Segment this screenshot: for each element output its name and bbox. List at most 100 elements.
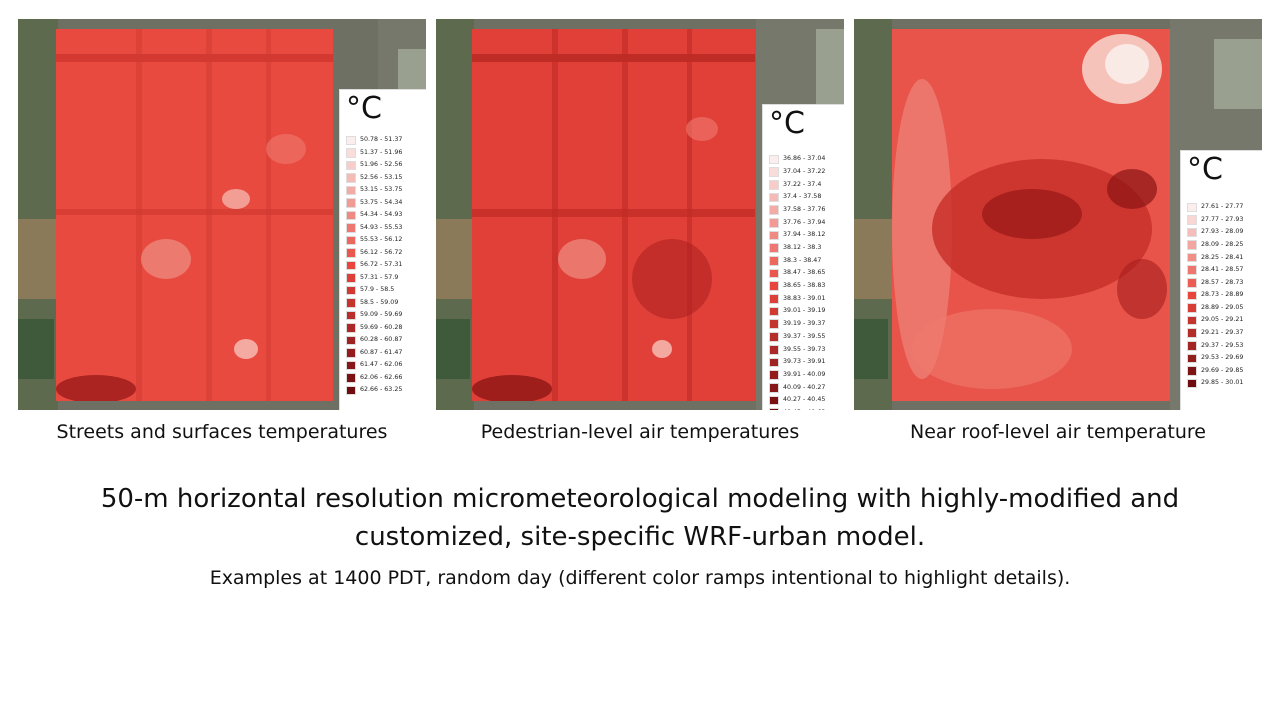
legend-entry: 51.37 - 51.96 [346,147,402,160]
legend-swatch [1187,227,1197,238]
legend-entry: 39.91 - 40.09 [769,369,825,382]
legend-label: 59.09 - 59.69 [360,311,403,319]
legend-swatch [346,260,356,270]
legend-label: 58.5 - 59.09 [360,298,399,306]
legend-label: 27.93 - 28.09 [1201,228,1244,236]
legend-swatch [1187,290,1197,301]
legend-label: 50.78 - 51.37 [360,136,403,144]
legend-entry: 53.15 - 53.75 [346,184,402,197]
heat-overlay [892,29,1170,401]
legend-swatch [769,344,779,355]
legend-label: 37.22 - 37.4 [783,180,822,188]
legend-entry: 62.06 - 62.66 [346,372,402,385]
legend-swatch [769,306,779,317]
legend-entry: 27.77 - 27.93 [1187,214,1243,227]
legend-label: 59.69 - 60.28 [360,323,403,331]
legend-label: 38.47 - 38.65 [783,269,826,277]
legend-entry: 38.47 - 38.65 [769,267,825,280]
legend-label: 29.53 - 29.69 [1201,354,1244,362]
legend-swatch [346,160,356,170]
legend-swatch [346,323,356,333]
legend-label: 29.85 - 30.01 [1201,379,1244,387]
legend-label: 39.19 - 39.37 [783,320,826,328]
legend-label: 39.91 - 40.09 [783,370,826,378]
legend-swatch [1187,303,1197,313]
legend-swatch [1187,341,1197,351]
legend-entry: 51.96 - 52.56 [346,159,402,172]
legend-entry: 28.25 - 28.41 [1187,251,1243,264]
legend-label: 62.06 - 62.66 [360,373,403,381]
legend-swatch [769,319,779,330]
legend-entry: 37.4 - 37.58 [769,191,825,204]
legend-label: 28.25 - 28.41 [1201,253,1244,261]
legend-swatch [769,205,779,215]
heat-overlay [472,29,755,401]
legend-entry: 27.93 - 28.09 [1187,226,1243,239]
legend-swatch [769,154,779,165]
legend-swatch [1187,366,1197,376]
legend-entry: 39.01 - 39.19 [769,305,825,318]
legend-label: 29.37 - 29.53 [1201,341,1244,349]
legend-swatch [346,310,356,320]
legend-label: 37.76 - 37.94 [783,218,826,226]
legend-entry: 50.78 - 51.37 [346,134,402,147]
legend-label: 28.89 - 29.05 [1201,303,1244,311]
legend-swatch [346,348,356,358]
legend-label: 57.9 - 58.5 [360,286,395,294]
legend-label: 51.37 - 51.96 [360,148,403,156]
legend-swatch [1187,240,1197,250]
legend-entry: 58.5 - 59.09 [346,297,402,310]
legend-entry: 56.12 - 56.72 [346,247,402,260]
legend-entry: 28.41 - 28.57 [1187,264,1243,277]
caption-roof: Near roof-level air temperature [910,421,1206,443]
legend-swatch [346,185,356,195]
legend-label: 54.34 - 54.93 [360,211,403,219]
legend-label: 60.28 - 60.87 [360,336,403,344]
legend-entry: 38.65 - 38.83 [769,280,825,293]
legend-entry: 55.53 - 56.12 [346,234,402,247]
legend-swatch [769,370,779,380]
pedestrian-temperature-map: °C 36.86 - 37.04 37.04 - 37.22 37.22 - 37.… [436,19,844,410]
legend-swatch [346,135,356,145]
legend-entry: 28.73 - 28.89 [1187,289,1243,302]
legend-swatch [346,373,356,383]
legend-label: 53.75 - 54.34 [360,198,403,206]
legend-swatch [769,382,779,393]
legend: °C 36.86 - 37.04 37.04 - 37.22 37.22 - 37.… [762,104,844,410]
legend-entry: 29.85 - 30.01 [1187,377,1243,390]
legend-swatch [769,408,779,410]
legend-entry: 38.83 - 39.01 [769,293,825,306]
heat-overlay [56,29,333,401]
legend-entry: 37.04 - 37.22 [769,166,825,179]
legend-entry: 59.69 - 60.28 [346,322,402,335]
legend-entry: 27.61 - 27.77 [1187,201,1243,214]
legend-label: 37.58 - 37.76 [783,205,826,213]
legend-swatch [769,256,779,266]
legend-label: 40.09 - 40.27 [783,383,826,391]
legend-entry: 39.55 - 39.73 [769,343,825,356]
legend-label: 38.12 - 38.3 [783,244,822,251]
legend-label: 39.37 - 39.55 [783,332,826,340]
legend-label: 60.87 - 61.47 [360,348,403,356]
legend-label: 28.73 - 28.89 [1201,291,1244,299]
legend-swatch [769,294,779,304]
legend-entry: 37.76 - 37.94 [769,216,825,229]
legend-entry: 57.31 - 57.9 [346,272,402,285]
legend-entry: 28.57 - 28.73 [1187,277,1243,290]
legend-swatch [769,217,779,228]
legend-label: 53.15 - 53.75 [360,186,403,194]
legend-swatch [769,179,779,190]
legend-label: 39.55 - 39.73 [783,345,826,353]
legend-entry: 40.27 - 40.45 [769,394,825,407]
legend-swatch [1187,215,1197,225]
legend-swatch [346,273,356,283]
legend-swatch [1187,315,1197,326]
legend-entry: 56.72 - 57.31 [346,259,402,272]
legend-swatch [346,148,356,158]
legend-label: 39.01 - 39.19 [783,307,826,315]
legend-swatch [769,230,779,241]
legend-entry: 53.75 - 54.34 [346,197,402,210]
legend-entry: 52.56 - 53.15 [346,172,402,185]
legend-label: 28.09 - 28.25 [1201,240,1244,248]
legend-swatch [769,243,779,253]
